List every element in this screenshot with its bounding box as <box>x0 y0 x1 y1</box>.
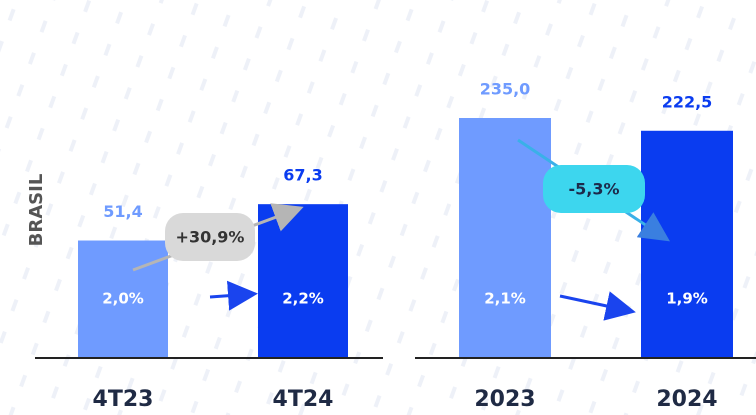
x-tick-label: 4T24 <box>273 387 334 412</box>
change-badge <box>165 213 255 261</box>
change-label: -5,3% <box>568 180 619 199</box>
value-label: 51,4 <box>103 202 142 221</box>
x-tick-label: 2023 <box>474 387 535 412</box>
value-label: 222,5 <box>662 92 713 111</box>
bar <box>459 118 551 358</box>
value-label: 67,3 <box>283 166 322 185</box>
plot: BRASIL 51,4 2,0% 4T23 67,3 2,2% 4T24 +30,9% 235,… <box>26 80 756 412</box>
rate-label: 1,9% <box>666 290 708 308</box>
change-badge <box>543 165 645 213</box>
x-tick-label: 4T23 <box>93 387 154 412</box>
arrow <box>559 291 636 321</box>
bar <box>258 204 348 358</box>
x-tick-label: 2024 <box>656 387 717 412</box>
rate-label: 2,1% <box>484 290 526 308</box>
bar <box>641 130 733 358</box>
side-label: BRASIL <box>26 174 47 247</box>
value-label: 235,0 <box>480 80 531 99</box>
change-label: +30,9% <box>176 228 245 247</box>
arrow <box>209 280 258 311</box>
bar <box>78 240 168 358</box>
rate-label: 2,0% <box>102 290 144 308</box>
rate-label: 2,2% <box>282 290 324 308</box>
